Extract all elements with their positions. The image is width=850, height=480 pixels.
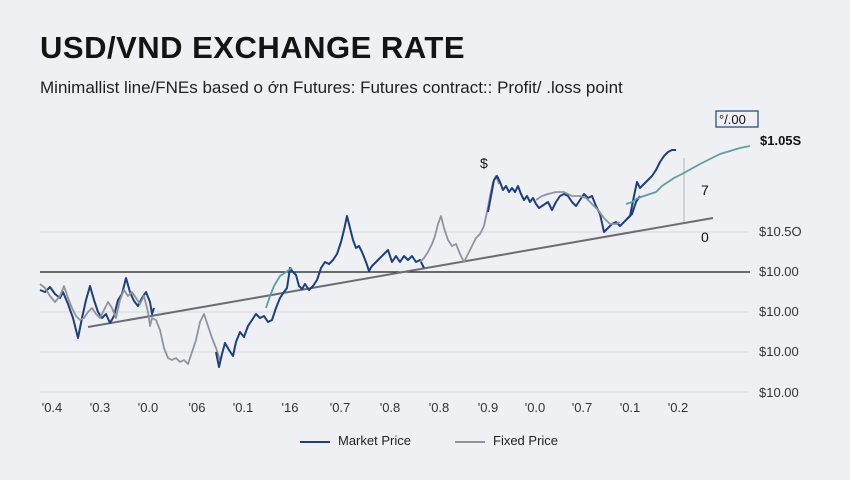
teal-line-0	[265, 267, 293, 309]
x-tick-label-4: '0.1	[233, 400, 254, 415]
x-tick-label-10: '0.0	[525, 400, 546, 415]
dollar-annotation: $	[480, 155, 488, 171]
x-tick-label-8: '0.8	[429, 400, 450, 415]
x-tick-label-1: '0.3	[90, 400, 111, 415]
x-tick-label-5: '16	[282, 400, 299, 415]
x-tick-label-2: '0.0	[138, 400, 159, 415]
y-tick-label-2: $10.00	[759, 304, 799, 319]
legend-market-label: Market Price	[338, 433, 411, 448]
boxed-annotation: °/.00	[719, 112, 746, 127]
y-tick-label-0: $10.5O	[759, 224, 802, 239]
x-tick-label-11: '0.7	[572, 400, 593, 415]
x-tick-label-12: '0.1	[620, 400, 641, 415]
market-price-line-0	[39, 277, 155, 339]
legend-fixed-label: Fixed Price	[493, 433, 559, 448]
legend-market: Market Price	[300, 433, 411, 448]
price-annotation: $1.05S	[760, 133, 802, 148]
y-tick-label-4: $10.00	[759, 385, 799, 400]
teal-line-1	[625, 145, 751, 205]
x-tick-label-0: '0.4	[42, 400, 63, 415]
chart-title: USD/VND EXCHANGE RATE	[40, 30, 466, 65]
x-tick-label-3: '06	[189, 400, 206, 415]
annotation-zero: 0	[701, 229, 709, 245]
boxed-annotation-frame	[715, 110, 759, 128]
market-price-line-6	[625, 149, 676, 221]
y-tick-label-3: $10.00	[759, 344, 799, 359]
fixed-price-line-1	[39, 283, 221, 365]
legend-fixed: Fixed Price	[455, 433, 558, 448]
fixed-price-line-5	[535, 191, 621, 225]
chart-subtitle: Minimallist line/FNEs based o ớn Futures…	[40, 78, 623, 97]
x-tick-label-9: '0.9	[478, 400, 499, 415]
x-tick-label-7: '0.8	[380, 400, 401, 415]
legend-fixed-swatch	[455, 440, 485, 443]
fixed-price-line-3	[419, 175, 500, 263]
y-tick-label-1: $10.00	[759, 264, 799, 279]
legend-market-swatch	[300, 440, 330, 443]
x-tick-label-13: '0.2	[668, 400, 689, 415]
trend-line	[87, 217, 714, 328]
x-tick-label-6: '0.7	[330, 400, 351, 415]
annotation-seven: 7	[701, 182, 709, 198]
market-price-line-2	[215, 215, 425, 368]
